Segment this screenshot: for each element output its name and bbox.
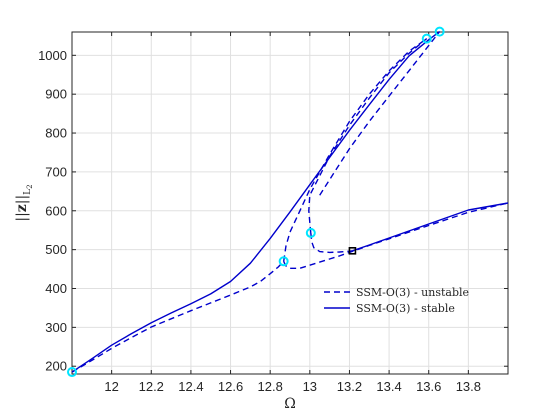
y-tick-labels: 200 300 400 500 600 700 800 900 1000 xyxy=(38,48,67,374)
svg-text:||z||L2: ||z||L2 xyxy=(14,184,34,221)
x-tick-label: 12.8 xyxy=(258,379,283,394)
unstable-branch-line xyxy=(283,38,428,262)
special-point-marker xyxy=(348,247,357,255)
markers xyxy=(67,26,445,378)
legend-label-unstable: SSM-O(3) - unstable xyxy=(356,286,469,299)
y-tick-label: 300 xyxy=(45,320,67,335)
legend: SSM-O(3) - unstable SSM-O(3) - stable xyxy=(324,286,469,315)
series xyxy=(71,31,509,373)
y-tick-label: 600 xyxy=(45,203,67,218)
y-tick-label: 400 xyxy=(45,281,67,296)
unstable-branch-line xyxy=(283,202,509,269)
unstable-branch-line xyxy=(308,38,428,233)
bifurcation-point-marker xyxy=(67,367,77,378)
unstable-branch-line xyxy=(319,31,441,196)
y-axis-label: ||z||L2 xyxy=(14,184,34,221)
plot-frame xyxy=(71,31,509,375)
bifurcation-point-marker xyxy=(278,256,289,267)
x-tick-label: 12.4 xyxy=(178,379,203,394)
x-tick-label: 13 xyxy=(303,379,317,394)
y-tick-label: 200 xyxy=(45,359,67,374)
bifurcation-point-marker xyxy=(421,33,432,44)
stable-branch-line xyxy=(352,202,509,252)
y-tick-label: 800 xyxy=(45,126,67,141)
x-tick-labels: 12 12.2 12.4 12.6 12.8 13 13.2 13.4 13.6 13.8 xyxy=(104,379,481,394)
y-tick-label: 500 xyxy=(45,242,67,257)
bifurcation-point-marker xyxy=(434,26,445,37)
x-tick-label: 13.2 xyxy=(337,379,362,394)
x-tick-label: 13.4 xyxy=(376,379,401,394)
unstable-branch-line xyxy=(71,260,285,373)
x-tick-label: 12.2 xyxy=(139,379,164,394)
legend-label-stable: SSM-O(3) - stable xyxy=(356,302,455,315)
x-tick-label: 12.6 xyxy=(218,379,243,394)
stable-branch-line xyxy=(71,31,441,373)
x-tick-label: 13.6 xyxy=(416,379,441,394)
ticks xyxy=(72,32,508,374)
y-tick-label: 900 xyxy=(45,87,67,102)
y-tick-label: 700 xyxy=(45,164,67,179)
unstable-branch-line xyxy=(310,232,353,254)
grid xyxy=(72,32,508,374)
y-tick-label: 1000 xyxy=(38,48,67,63)
bifurcation-point-marker xyxy=(305,227,316,238)
x-axis-label: Ω xyxy=(284,396,296,412)
x-tick-label: 13.8 xyxy=(456,379,481,394)
x-tick-label: 12 xyxy=(104,379,118,394)
